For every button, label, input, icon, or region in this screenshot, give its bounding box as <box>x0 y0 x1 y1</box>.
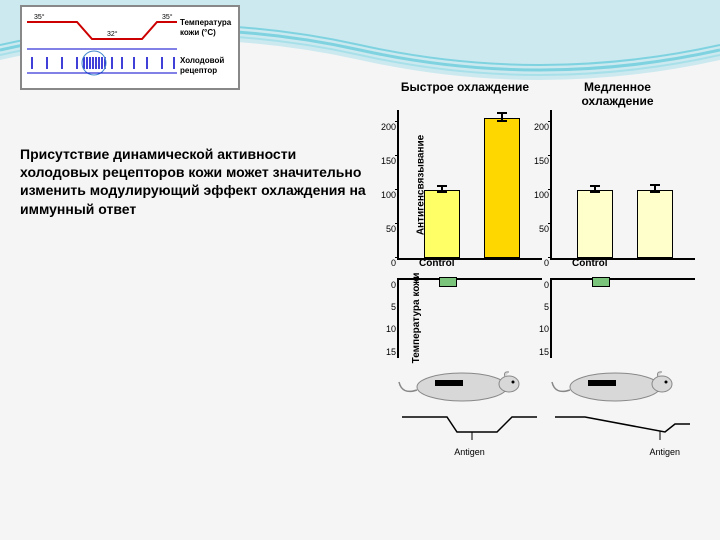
temp-marker <box>439 277 457 287</box>
fast-mouse: Antigen <box>397 362 542 432</box>
ytick: 5 <box>391 302 396 312</box>
fast-bar-chart: 050100150200Control <box>397 110 542 260</box>
mouse-svg-right <box>550 362 695 407</box>
ytick: 10 <box>386 324 396 334</box>
ytick: 200 <box>534 122 549 132</box>
charts-panel: Быстрое охлаждение Медленное охлаждение … <box>385 80 705 432</box>
slow-bar-chart: 050100150200Control <box>550 110 695 260</box>
antigen-label-left: Antigen <box>397 447 542 457</box>
receptor-svg: 35° 32° 35° Температура кожи (°C) <box>22 7 238 88</box>
ytick: 150 <box>534 156 549 166</box>
ytick: 0 <box>391 258 396 268</box>
ytick: 10 <box>539 324 549 334</box>
svg-text:32°: 32° <box>107 30 118 38</box>
top-receptor-diagram: 35° 32° 35° Температура кожи (°C) <box>20 5 240 90</box>
antigen-label-right: Antigen <box>550 447 695 457</box>
ytick: 15 <box>539 347 549 357</box>
svg-text:35°: 35° <box>34 13 45 21</box>
ytick: 0 <box>544 258 549 268</box>
svg-text:Холодовой: Холодовой <box>180 56 224 65</box>
bar <box>577 190 613 258</box>
svg-text:рецептор: рецептор <box>180 66 217 75</box>
svg-text:кожи (°C): кожи (°C) <box>180 28 216 37</box>
bar <box>484 118 520 258</box>
main-description: Присутствие динамической активности холо… <box>20 145 370 218</box>
ytick: 50 <box>539 224 549 234</box>
ytick: 5 <box>544 302 549 312</box>
col-title-fast: Быстрое охлаждение <box>385 80 545 108</box>
bar <box>424 190 460 258</box>
temp-marker <box>592 277 610 287</box>
ytick: 15 <box>386 347 396 357</box>
svg-text:Температура: Температура <box>180 18 232 27</box>
bar <box>637 190 673 258</box>
mouse-svg-left <box>397 362 542 407</box>
ytick: 200 <box>381 122 396 132</box>
bar-xlabel: Control <box>419 258 455 269</box>
slow-temp-chart: 051015 <box>550 278 695 358</box>
col-title-slow: Медленное охлаждение <box>545 80 690 108</box>
antigen-line-right <box>550 412 695 442</box>
antigen-line-left <box>397 412 542 442</box>
ytick: 100 <box>381 190 396 200</box>
ytick: 0 <box>544 280 549 290</box>
slow-mouse: Antigen <box>550 362 695 432</box>
bar-xlabel: Control <box>572 258 608 269</box>
ytick: 150 <box>381 156 396 166</box>
svg-text:35°: 35° <box>162 13 173 21</box>
ytick: 100 <box>534 190 549 200</box>
fast-temp-chart: 051015 <box>397 278 542 358</box>
ytick: 0 <box>391 280 396 290</box>
ytick: 50 <box>386 224 396 234</box>
